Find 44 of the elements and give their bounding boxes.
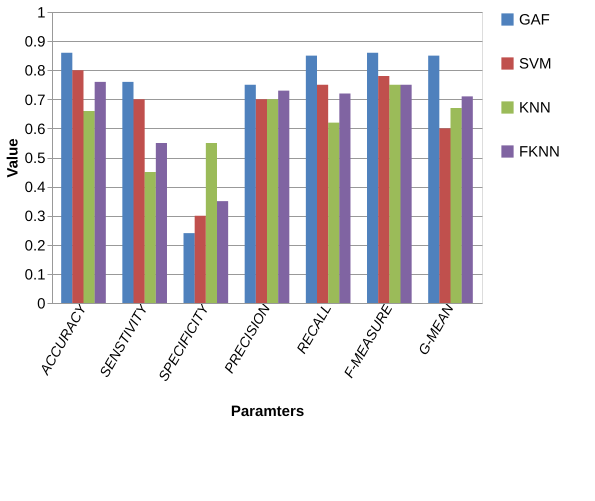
bar <box>206 142 217 303</box>
bar <box>144 172 156 303</box>
bar <box>256 99 267 303</box>
legend-label: FKNN <box>519 144 560 160</box>
bar <box>244 84 256 303</box>
y-tick-label: 0.8 <box>24 62 46 80</box>
legend-label: GAF <box>519 12 550 28</box>
bar <box>450 108 462 303</box>
bar <box>278 90 290 303</box>
bar <box>400 84 412 303</box>
y-tick-label: 1 <box>37 4 46 22</box>
y-tick-label: 0.2 <box>24 237 46 254</box>
y-tick-label: 0.4 <box>24 179 46 196</box>
bar <box>328 122 340 303</box>
bar <box>184 233 195 303</box>
legend-label: SVM <box>519 56 552 72</box>
y-axis-title: Value <box>4 138 22 178</box>
bar <box>389 84 400 303</box>
bar <box>61 52 72 303</box>
y-tick-label: 0.6 <box>24 120 46 138</box>
y-tick-label: 0.3 <box>24 208 46 226</box>
bar <box>306 56 318 303</box>
bar <box>194 216 206 303</box>
bar <box>156 142 167 303</box>
bar <box>367 52 378 303</box>
bar <box>428 56 440 303</box>
y-tick-label: 0.9 <box>24 34 46 51</box>
bar <box>267 99 278 303</box>
bar <box>134 99 145 303</box>
bar <box>84 110 95 303</box>
bar <box>462 96 473 303</box>
bar <box>317 84 328 303</box>
bar <box>339 93 350 303</box>
x-axis-title: Paramters <box>230 402 304 420</box>
bar <box>378 76 390 303</box>
bar <box>216 201 228 303</box>
y-tick-label: 0.1 <box>24 266 46 284</box>
bar <box>122 82 134 303</box>
bar <box>72 70 84 303</box>
bar <box>94 82 106 303</box>
bar <box>439 128 450 303</box>
legend-label: KNN <box>519 100 551 116</box>
y-tick-label: 0.5 <box>24 150 46 167</box>
y-tick-label: 0.7 <box>24 92 46 109</box>
